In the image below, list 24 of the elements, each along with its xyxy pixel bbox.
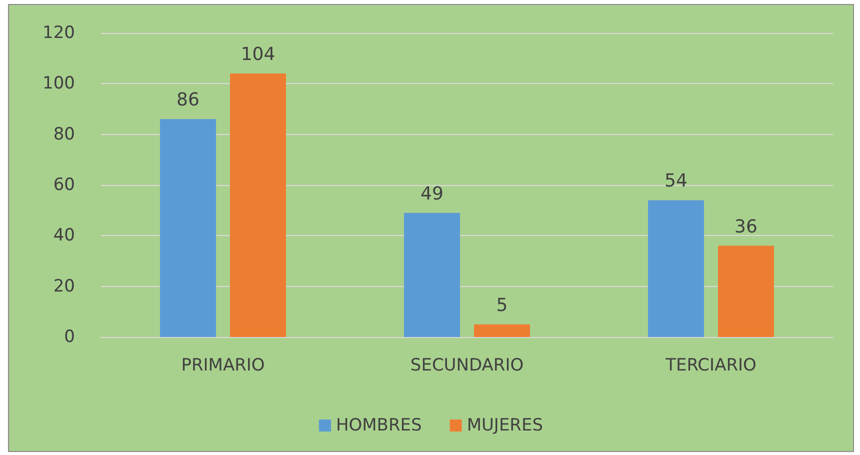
data-label: 54	[664, 170, 688, 192]
data-label: 36	[734, 216, 758, 238]
x-tick-label: TERCIARIO	[664, 356, 756, 376]
bar	[404, 212, 460, 337]
y-tick-label: 100	[42, 74, 75, 94]
y-tick-label: 120	[42, 23, 75, 43]
bar	[648, 200, 704, 337]
data-label: 104	[240, 44, 276, 66]
y-tick-label: 0	[64, 327, 75, 347]
bar	[160, 119, 216, 337]
data-label: 86	[176, 90, 200, 111]
x-tick-label: PRIMARIO	[181, 356, 265, 376]
y-tick-label: 40	[53, 226, 75, 246]
legend-label: MUJERES	[466, 416, 544, 436]
x-tick-label: SECUNDARIO	[410, 356, 524, 376]
bar	[718, 246, 774, 337]
y-tick-label: 80	[53, 124, 75, 144]
y-tick-label: 20	[53, 276, 75, 296]
bar	[474, 324, 530, 337]
data-label: 5	[496, 294, 508, 316]
data-label: 49	[420, 183, 444, 204]
y-tick-label: 60	[53, 175, 75, 195]
bar	[230, 74, 286, 337]
legend-label: HOMBRES	[336, 416, 422, 436]
